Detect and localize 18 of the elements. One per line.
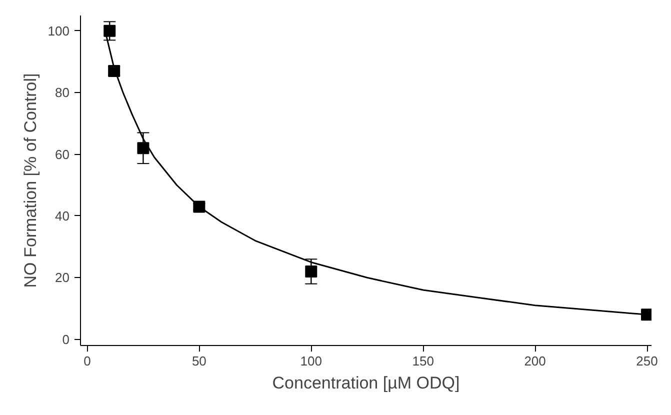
y-tick-label: 40: [55, 208, 70, 224]
point: [104, 24, 116, 37]
x-tick-label: 250: [636, 354, 658, 368]
y-tick-label: 60: [55, 146, 70, 162]
y-tick-label: 80: [55, 85, 70, 100]
point: [137, 142, 150, 154]
y-tick-label: 100: [48, 23, 70, 38]
y-axis-title: NO Formation [% of Control]: [20, 73, 40, 288]
x-tick-label: 0: [84, 354, 91, 368]
x-tick-label: 100: [300, 354, 322, 368]
y-tick-label: 20: [55, 270, 70, 286]
point: [108, 65, 120, 78]
y-tick-label: 0: [62, 332, 70, 347]
point: [305, 265, 318, 278]
x-tick-label: 50: [192, 354, 206, 368]
x-axis-title: Concentration [µM ODQ]: [272, 374, 460, 392]
x-tick-label: 200: [524, 354, 546, 368]
x-tick-label: 150: [412, 354, 434, 368]
